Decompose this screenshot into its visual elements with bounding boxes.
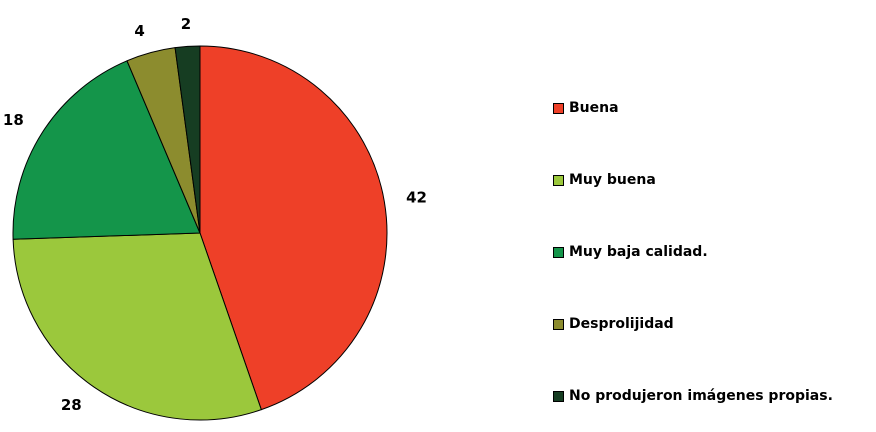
legend-swatch-muy-baja-calidad (553, 246, 564, 258)
data-label-buena: 42 (406, 189, 427, 207)
pie-slice-muy-baja-calidad (12, 60, 201, 240)
legend-label-muy-baja-calidad: Muy baja calidad. (569, 244, 708, 260)
legend-item-muy-buena: Muy buena (553, 144, 873, 216)
legend-swatch-buena (553, 102, 564, 114)
data-label-no-produjeron-imagenes-propias: 2 (181, 15, 191, 33)
data-label-muy-buena: 28 (61, 396, 82, 414)
legend-item-desprolijidad: Desprolijidad (553, 288, 873, 360)
legend-label-desprolijidad: Desprolijidad (569, 316, 674, 332)
pie-slice-buena (199, 45, 388, 411)
legend-item-no-produjeron-imagenes: No produjeron imágenes propias. (553, 360, 873, 432)
legend-item-muy-baja-calidad: Muy baja calidad. (553, 216, 873, 288)
pie-slices (12, 45, 388, 421)
legend-swatch-desprolijidad (553, 318, 564, 330)
legend: Buena Muy buena Muy baja calidad. Despro… (553, 72, 873, 432)
data-label-muy-baja-calidad: 18 (3, 111, 24, 129)
pie-slice-muy-buena (12, 232, 262, 421)
legend-swatch-no-produjeron-imagenes (553, 390, 564, 402)
pie-slice-no-produjeron-imagenes-propias (174, 45, 201, 234)
data-label-desprolijidad: 4 (134, 22, 144, 40)
legend-label-muy-buena: Muy buena (569, 172, 656, 188)
legend-item-buena: Buena (553, 72, 873, 144)
legend-label-buena: Buena (569, 100, 619, 116)
legend-label-no-produjeron-imagenes: No produjeron imágenes propias. (569, 388, 833, 404)
legend-swatch-muy-buena (553, 174, 564, 186)
